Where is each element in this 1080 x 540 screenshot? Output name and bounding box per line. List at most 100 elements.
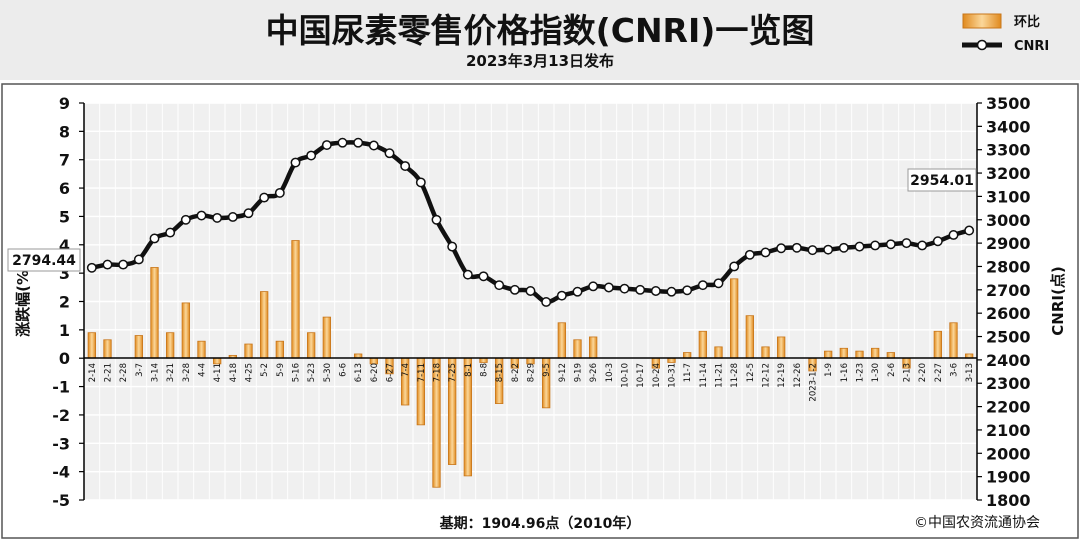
x-tick-label: 12-19	[777, 363, 787, 388]
bar-mark	[949, 322, 958, 359]
bar-mark	[698, 330, 707, 359]
bar-mark	[839, 347, 848, 359]
x-tick-label: 6-20	[370, 363, 380, 382]
bar-mark	[557, 322, 566, 359]
x-tick-label: 9-5	[542, 363, 552, 377]
right-tick-label: 2400	[986, 351, 1031, 370]
x-tick-label: 4-18	[229, 363, 239, 382]
left-tick-label: -4	[52, 463, 70, 482]
left-tick-label: 4	[59, 236, 70, 255]
x-tick-label: 10-10	[621, 363, 631, 388]
x-tick-label: 12-26	[793, 363, 803, 388]
bar-mark	[730, 278, 739, 359]
bar-mark	[933, 330, 942, 359]
cnri-point	[368, 140, 379, 151]
bar-mark	[244, 343, 253, 359]
bar-mark	[573, 339, 582, 359]
x-tick-label: 12-12	[762, 363, 772, 388]
x-tick-label: 10-17	[636, 363, 646, 388]
left-tick-label: -3	[52, 434, 70, 453]
cnri-point	[588, 281, 599, 292]
left-tick-label: -1	[52, 378, 70, 397]
right-tick-label: 2500	[986, 328, 1031, 347]
bar-mark	[150, 267, 159, 359]
legend: 环比 CNRI	[962, 13, 1049, 54]
x-tick-label: 11-7	[683, 363, 693, 382]
cnri-point	[666, 286, 677, 297]
bar-mark	[87, 332, 96, 359]
cnri-point	[462, 269, 473, 280]
cnri-point	[791, 242, 802, 253]
x-tick-label: 2-20	[918, 363, 928, 382]
x-tick-label: 11-14	[699, 363, 709, 388]
x-tick-label: 5-16	[292, 363, 302, 382]
bar-mark	[260, 291, 269, 359]
bar-mark	[855, 350, 864, 359]
x-tick-label: 4-25	[245, 363, 255, 382]
x-tick-label: 2-13	[903, 363, 913, 382]
left-tick-label: 8	[59, 122, 70, 141]
cnri-point	[306, 150, 317, 161]
bar-mark	[871, 347, 880, 359]
x-tick-label: 11-28	[730, 363, 740, 388]
right-tick-label: 3400	[986, 117, 1031, 136]
cnri-point	[415, 177, 426, 188]
cnri-point	[541, 297, 552, 307]
right-tick-label: 2200	[986, 398, 1031, 417]
cnri-point	[86, 262, 97, 273]
cnri-point	[823, 244, 834, 255]
x-tick-label: 7-11	[417, 363, 427, 382]
right-tick-label: 3000	[986, 211, 1031, 230]
first-value-callout: 2794.44	[7, 248, 81, 272]
x-tick-label: 1-16	[840, 363, 850, 382]
x-tick-label: 3-14	[151, 363, 161, 382]
x-tick-label: 4-4	[198, 363, 208, 377]
left-tick-label: 1	[59, 321, 70, 340]
legend-line-label: CNRI	[1014, 39, 1049, 54]
right-tick-label: 3300	[986, 141, 1031, 160]
cnri-point	[509, 284, 520, 295]
bar-mark	[479, 357, 488, 363]
cnri-point	[682, 285, 693, 296]
cnri-point	[885, 239, 896, 250]
right-tick-label: 3100	[986, 187, 1031, 206]
bar-mark	[307, 332, 316, 359]
cnri-point	[290, 157, 301, 168]
cnri-point	[854, 241, 865, 252]
cnri-point	[713, 278, 724, 289]
cnri-point	[384, 148, 395, 159]
left-tick-label: -5	[52, 491, 70, 510]
cnri-point	[431, 214, 442, 225]
chart-title: 中国尿素零售价格指数(CNRI)一览图	[266, 11, 815, 50]
right-tick-label: 2800	[986, 257, 1031, 276]
cnri-point	[400, 161, 411, 172]
cnri-point	[447, 241, 458, 252]
cnri-point	[165, 227, 176, 238]
x-tick-label: 5-30	[323, 363, 333, 382]
x-tick-label: 2-6	[887, 363, 897, 377]
x-tick-label: 3-13	[965, 363, 975, 382]
x-tick-label: 6-13	[354, 363, 364, 382]
bar-mark	[181, 302, 190, 359]
cnri-point	[337, 137, 348, 148]
cnri-point	[603, 282, 614, 293]
cnri-point	[948, 229, 959, 240]
cnri-point	[619, 283, 630, 294]
x-tick-label: 8-1	[464, 363, 474, 377]
cnri-point	[870, 240, 881, 251]
cnri-point	[838, 242, 849, 253]
cnri-point	[807, 245, 818, 256]
cnri-point	[102, 259, 113, 270]
right-axis-title: CNRI(点)	[1049, 266, 1067, 335]
right-tick-label: 1900	[986, 468, 1031, 487]
x-tick-label: 2-14	[88, 363, 98, 382]
cnri-point	[494, 280, 505, 291]
bar-mark	[197, 340, 206, 359]
cnri-point	[744, 249, 755, 260]
x-tick-label: 5-9	[276, 363, 286, 377]
base-period-note: 基期：1904.96点（2010年）	[440, 515, 641, 532]
x-tick-label: 6-27	[386, 363, 396, 382]
bar-mark	[824, 350, 833, 359]
cnri-line-series	[86, 137, 975, 307]
